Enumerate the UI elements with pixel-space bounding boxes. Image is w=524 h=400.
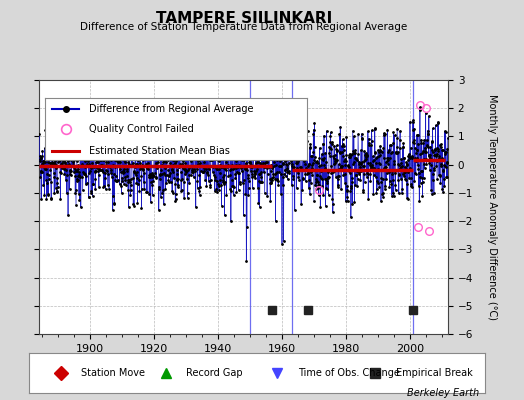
- Text: Time of Obs. Change: Time of Obs. Change: [298, 368, 400, 378]
- Text: Record Gap: Record Gap: [186, 368, 243, 378]
- Text: Difference of Station Temperature Data from Regional Average: Difference of Station Temperature Data f…: [80, 22, 407, 32]
- Text: Difference from Regional Average: Difference from Regional Average: [89, 104, 254, 114]
- Text: Estimated Station Mean Bias: Estimated Station Mean Bias: [89, 146, 230, 156]
- Text: Berkeley Earth: Berkeley Earth: [407, 388, 479, 398]
- Text: Station Move: Station Move: [81, 368, 145, 378]
- Text: Quality Control Failed: Quality Control Failed: [89, 124, 194, 134]
- Text: TAMPERE SIILINKARI: TAMPERE SIILINKARI: [156, 11, 332, 26]
- Text: Empirical Break: Empirical Break: [396, 368, 473, 378]
- Y-axis label: Monthly Temperature Anomaly Difference (°C): Monthly Temperature Anomaly Difference (…: [487, 94, 497, 320]
